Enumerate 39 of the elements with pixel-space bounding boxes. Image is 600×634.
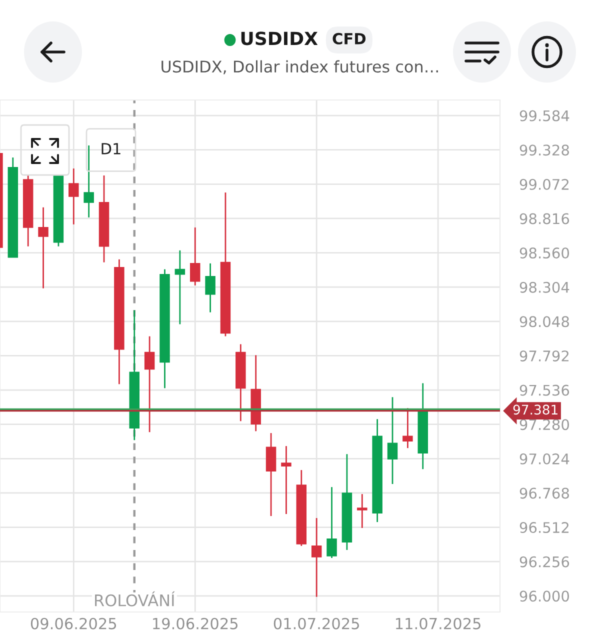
candlestick xyxy=(311,517,322,598)
y-tick-label: 98.048 xyxy=(520,316,569,328)
x-tick-label: 19.06.2025 xyxy=(153,618,238,630)
chart-title: USDIDX xyxy=(241,32,318,46)
y-tick-label: 98.304 xyxy=(520,282,570,293)
y-tick-label: 97.792 xyxy=(520,350,568,362)
candlestick xyxy=(68,168,79,226)
candlestick xyxy=(281,445,292,515)
ref-line-label: 97.381 xyxy=(513,404,558,415)
y-tick-label: 99.328 xyxy=(520,144,569,156)
y-tick-label: 97.280 xyxy=(520,419,569,430)
y-tick-label: 98.560 xyxy=(520,248,569,259)
y-tick-label: 99.072 xyxy=(520,178,568,190)
candlestick xyxy=(144,336,155,433)
candlestick xyxy=(402,407,413,449)
candlestick xyxy=(387,396,398,485)
y-tick-label: 97.024 xyxy=(520,453,570,464)
x-tick-label: 11.07.2025 xyxy=(396,618,480,630)
y-tick-label: 96.000 xyxy=(520,590,569,602)
y-tick-label: 96.768 xyxy=(520,488,569,499)
candlestick xyxy=(84,144,94,218)
y-tick-label: 98.816 xyxy=(520,213,570,224)
x-tick-label: 01.07.2025 xyxy=(274,618,359,630)
candlestick xyxy=(38,206,48,290)
y-tick-label: 96.512 xyxy=(520,522,568,534)
y-tick-label: 96.256 xyxy=(520,556,570,568)
candlestick xyxy=(266,432,276,517)
candlestick xyxy=(174,250,186,325)
chart-subtitle: USDIDX, Dollar index futures con… xyxy=(162,60,438,74)
text: CFD xyxy=(332,32,366,44)
annotation: D1 xyxy=(102,143,120,154)
annotation: ROLOVÁNÍ xyxy=(95,591,175,606)
candlestick xyxy=(190,226,200,286)
x-tick-label: 09.06.2025 xyxy=(30,618,116,630)
y-tick-label: 99.584 xyxy=(520,110,570,122)
y-tick-label: 97.536 xyxy=(520,384,570,396)
candlestick xyxy=(326,486,337,559)
candlestick xyxy=(357,493,368,529)
candlestick xyxy=(205,262,216,313)
